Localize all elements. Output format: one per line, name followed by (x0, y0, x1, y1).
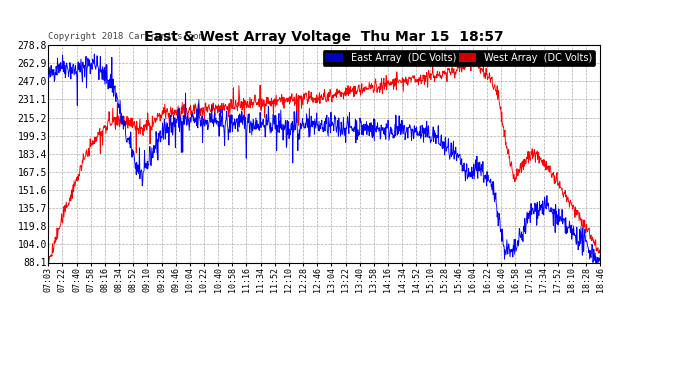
Legend: East Array  (DC Volts), West Array  (DC Volts): East Array (DC Volts), West Array (DC Vo… (322, 50, 595, 66)
Text: Copyright 2018 Cartronics.com: Copyright 2018 Cartronics.com (48, 32, 204, 40)
Title: East & West Array Voltage  Thu Mar 15  18:57: East & West Array Voltage Thu Mar 15 18:… (144, 30, 504, 44)
